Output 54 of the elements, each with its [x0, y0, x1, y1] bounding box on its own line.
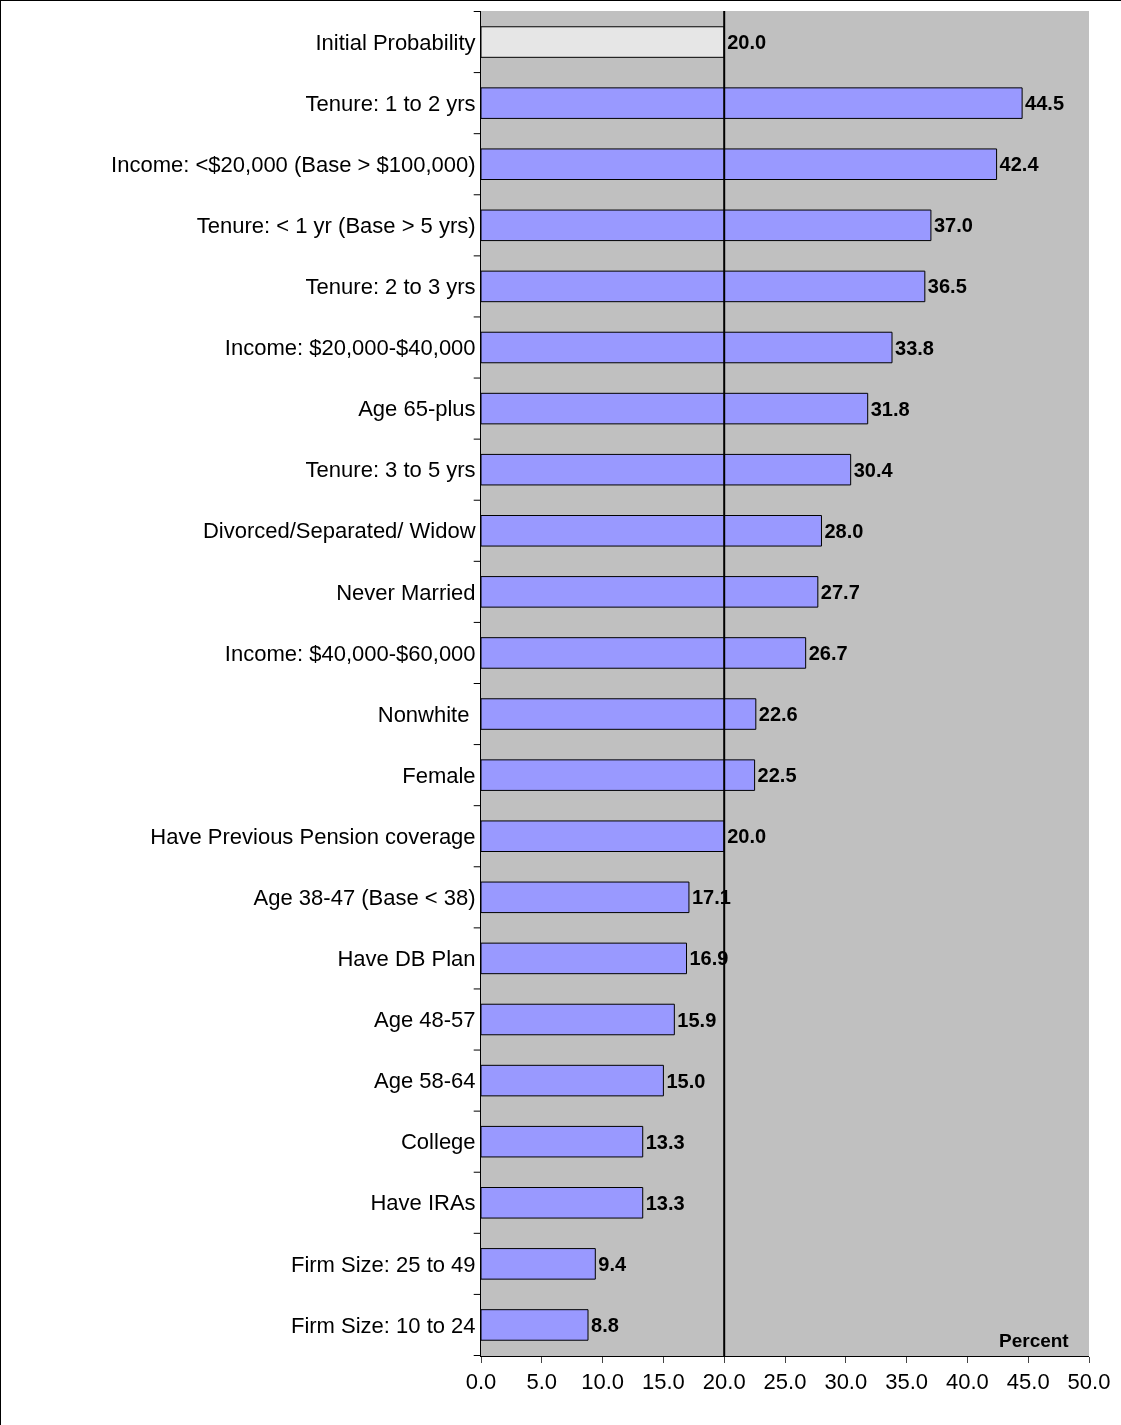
data-label: 27.7 — [820, 580, 860, 603]
y-tick-label: Female — [402, 762, 476, 788]
y-tick-label: Age 38-47 (Base < 38) — [253, 885, 476, 911]
x-axis-title: Percent — [999, 1330, 1070, 1351]
y-tick-label: Tenure: 2 to 3 yrs — [305, 274, 476, 300]
data-label: 44.5 — [1025, 92, 1065, 115]
data-label: 31.8 — [870, 397, 910, 420]
x-tick-label: 50.0 — [1067, 1369, 1111, 1395]
y-tick-label: Age 48-57 — [374, 1007, 476, 1033]
y-tick-label: Firm Size: 10 to 24 — [290, 1312, 476, 1338]
x-tick-label: 25.0 — [763, 1369, 807, 1395]
data-label: 20.0 — [727, 825, 767, 848]
data-label: 15.0 — [666, 1069, 706, 1092]
y-tick-label: Divorced/Separated/ Widow — [202, 518, 476, 544]
data-label: 42.4 — [999, 153, 1040, 176]
y-tick-label: Firm Size: 25 to 49 — [290, 1251, 476, 1277]
x-tick-label: 15.0 — [641, 1369, 685, 1395]
data-label: 9.4 — [598, 1252, 627, 1275]
y-tick-label: Age 58-64 — [374, 1068, 476, 1094]
data-label: 33.8 — [895, 336, 934, 359]
y-tick-label: Have DB Plan — [337, 946, 476, 972]
data-label: 13.3 — [645, 1130, 685, 1153]
y-tick-label: Tenure: < 1 yr (Base > 5 yrs) — [196, 213, 476, 239]
y-tick-label: Nonwhite — [377, 701, 476, 727]
data-label: 13.3 — [645, 1191, 685, 1214]
y-tick-label: Have IRAs — [370, 1190, 476, 1216]
x-tick-label: 30.0 — [824, 1369, 868, 1395]
x-tick-label: 45.0 — [1006, 1369, 1050, 1395]
data-label: 26.7 — [808, 641, 848, 664]
y-tick-label: Never Married — [336, 579, 476, 605]
data-label: 20.0 — [727, 31, 767, 54]
y-tick-label: Tenure: 1 to 2 yrs — [305, 90, 476, 116]
y-tick-label: Income: <$20,000 (Base > $100,000) — [111, 151, 476, 177]
data-label: 28.0 — [824, 519, 864, 542]
data-label: 8.8 — [591, 1313, 619, 1336]
x-tick-label: 40.0 — [945, 1369, 989, 1395]
y-tick-label: College — [400, 1129, 476, 1155]
data-label: 37.0 — [933, 214, 973, 237]
y-tick-label: Tenure: 3 to 5 yrs — [305, 457, 476, 483]
x-tick-label: 10.0 — [581, 1369, 625, 1395]
data-label: 22.5 — [757, 764, 797, 787]
data-label: 15.9 — [677, 1008, 717, 1031]
x-tick-label: 20.0 — [702, 1369, 746, 1395]
x-tick-label: 35.0 — [885, 1369, 929, 1395]
data-label: 30.4 — [853, 458, 894, 481]
y-tick-label: Income: $40,000-$60,000 — [224, 640, 476, 666]
data-label: 36.5 — [927, 275, 967, 298]
x-tick-label: 5.0 — [526, 1369, 558, 1395]
y-tick-label: Have Previous Pension coverage — [150, 823, 476, 849]
x-tick-label: 0.0 — [465, 1369, 497, 1395]
y-tick-label: Age 65-plus — [358, 396, 476, 422]
y-tick-label: Income: $20,000-$40,000 — [224, 335, 476, 361]
y-tick-label: Initial Probability — [315, 29, 476, 55]
data-label: 22.6 — [758, 703, 798, 726]
